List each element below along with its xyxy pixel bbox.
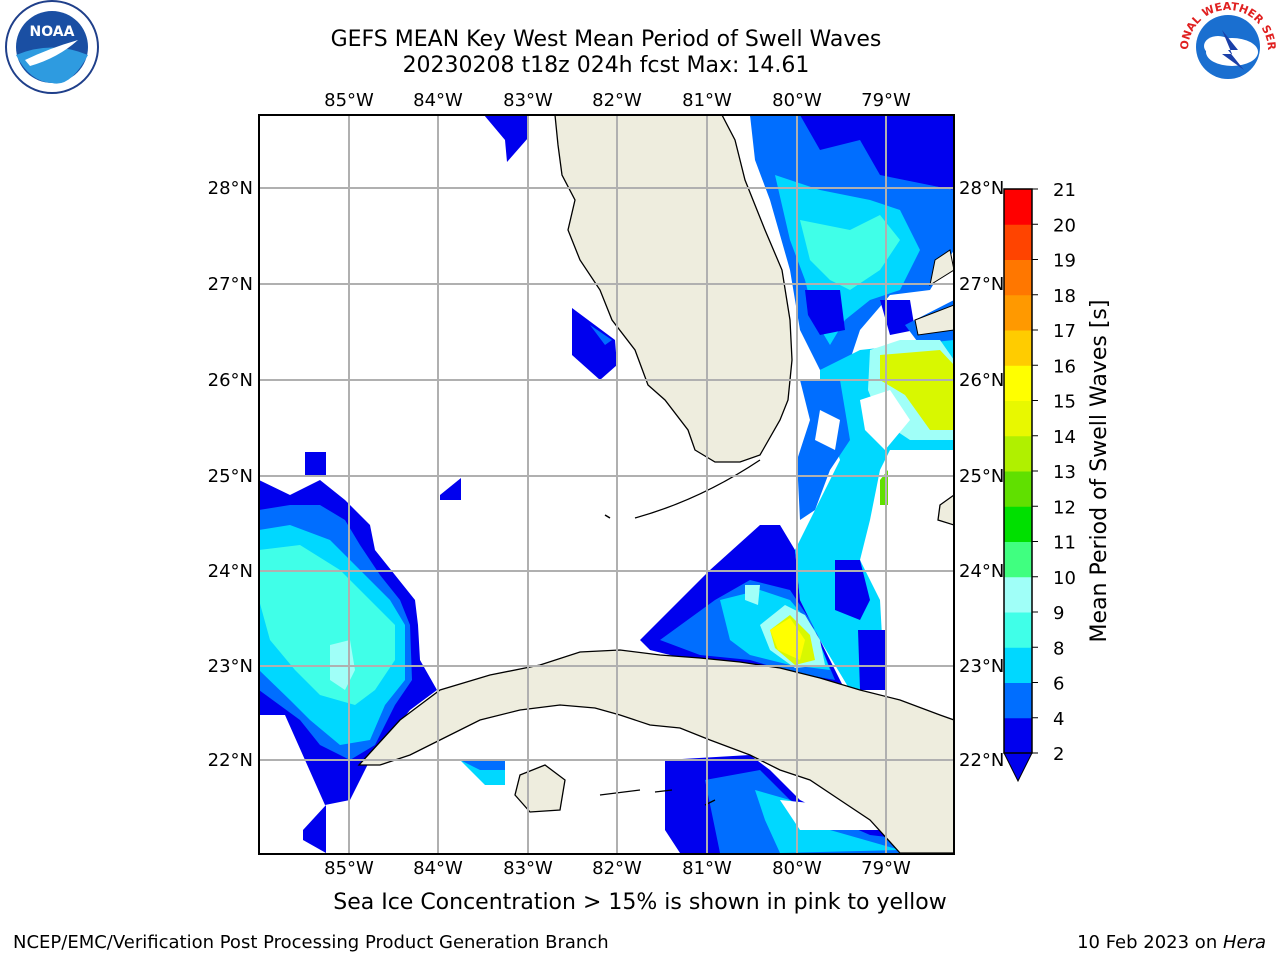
- lat-label: 26°N: [959, 370, 1004, 391]
- lon-label: 81°W: [682, 858, 732, 879]
- footer-branch: NCEP/EMC/Verification Post Processing Pr…: [13, 932, 609, 953]
- lon-labels-top: 85°W 84°W 83°W 82°W 81°W 80°W 79°W: [324, 90, 911, 111]
- map-title: GEFS MEAN Key West Mean Period of Swell …: [330, 27, 882, 52]
- lat-labels-left: 28°N 27°N 26°N 25°N 24°N 23°N 22°N: [208, 178, 253, 771]
- lat-label: 27°N: [959, 274, 1004, 295]
- lat-label: 26°N: [208, 370, 253, 391]
- colorbar-tick-label: 21: [1053, 180, 1076, 201]
- colorbar-label: Mean Period of Swell Waves [s]: [1087, 300, 1112, 643]
- colorbar-swatch: [1004, 365, 1032, 401]
- lon-label: 85°W: [324, 90, 374, 111]
- lat-labels-right: 28°N 27°N 26°N 25°N 24°N 23°N 22°N: [959, 178, 1004, 771]
- wave-period-field: [259, 115, 954, 853]
- lat-label: 24°N: [208, 561, 253, 582]
- colorbar: [1003, 188, 1033, 783]
- lon-label: 83°W: [503, 858, 553, 879]
- lat-label: 27°N: [208, 274, 253, 295]
- colorbar-ticks: 21 20 19 18 17 16 15 14 13 12 11 10 9 8 6 4 2: [1032, 180, 1076, 765]
- colorbar-swatch: [1004, 330, 1032, 366]
- lon-label: 82°W: [592, 90, 642, 111]
- nws-logo-icon: NATIONAL WEATHER SERVICE: [0, 0, 1278, 93]
- colorbar-tick-label: 19: [1053, 251, 1076, 272]
- colorbar-swatch: [1004, 717, 1032, 754]
- colorbar-tick-label: 2: [1053, 744, 1064, 765]
- colorbar-tick-label: 4: [1053, 709, 1064, 730]
- map-subtitle: 20230208 t18z 024h fcst Max: 14.61: [402, 53, 810, 78]
- colorbar-tick-label: 15: [1053, 392, 1076, 413]
- colorbar-swatch: [1004, 541, 1032, 578]
- colorbar-swatch: [1004, 647, 1032, 683]
- footer-host: Hera: [1222, 932, 1266, 953]
- lat-label: 28°N: [959, 178, 1004, 199]
- colorbar-tick-label: 11: [1053, 533, 1076, 554]
- lon-label: 80°W: [772, 858, 822, 879]
- lat-label: 22°N: [208, 750, 253, 771]
- lon-labels-bottom: 85°W 84°W 83°W 82°W 81°W 80°W 79°W: [324, 858, 911, 879]
- colorbar-swatch: [1004, 259, 1032, 296]
- colorbar-swatch: [1004, 612, 1032, 648]
- colorbar-tick-label: 13: [1053, 462, 1076, 483]
- lon-label: 79°W: [861, 858, 911, 879]
- svg-text:NATIONAL WEATHER SERVICE: NATIONAL WEATHER SERVICE: [0, 0, 1278, 51]
- colorbar-tick-label: 20: [1053, 215, 1076, 236]
- lon-label: 85°W: [324, 858, 374, 879]
- colorbar-swatch: [1004, 400, 1032, 437]
- colorbar-swatch: [1004, 189, 1032, 225]
- colorbar-tick-label: 9: [1053, 603, 1064, 624]
- lat-label: 25°N: [208, 466, 253, 487]
- colorbar-tick-label: 18: [1053, 286, 1076, 307]
- colorbar-tick-label: 10: [1053, 568, 1076, 589]
- colorbar-swatch: [1004, 506, 1032, 542]
- colorbar-tick-label: 8: [1053, 638, 1064, 659]
- colorbar-tick-label: 6: [1053, 674, 1064, 695]
- map-frame: [258, 114, 955, 855]
- lon-label: 82°W: [592, 858, 642, 879]
- sea-ice-note: Sea Ice Concentration > 15% is shown in …: [333, 890, 947, 915]
- colorbar-swatch: [1004, 294, 1032, 331]
- lat-label: 23°N: [208, 656, 253, 677]
- colorbar-tick-label: 14: [1053, 427, 1076, 448]
- lon-label: 80°W: [772, 90, 822, 111]
- footer-date-text: 10 Feb 2023 on: [1077, 932, 1223, 953]
- lat-label: 25°N: [959, 466, 1004, 487]
- colorbar-tick-label: 17: [1053, 321, 1076, 342]
- footer-date: 10 Feb 2023 on Hera: [1077, 932, 1266, 953]
- lon-label: 79°W: [861, 90, 911, 111]
- map-gridlines: [259, 115, 954, 854]
- colorbar-swatch: [1004, 576, 1032, 613]
- lon-label: 81°W: [682, 90, 732, 111]
- land-masses: [357, 115, 954, 854]
- colorbar-swatch: [1004, 435, 1032, 472]
- lon-label: 84°W: [413, 858, 463, 879]
- colorbar-tick-label: 12: [1053, 497, 1076, 518]
- lat-label: 23°N: [959, 656, 1004, 677]
- colorbar-extend-arrow: [1003, 752, 1033, 783]
- colorbar-tick-label: 16: [1053, 356, 1076, 377]
- lat-label: 28°N: [208, 178, 253, 199]
- noaa-logo-icon: NOAA: [5, 0, 99, 94]
- lon-label: 84°W: [413, 90, 463, 111]
- lat-label: 22°N: [959, 750, 1004, 771]
- colorbar-swatch: [1004, 471, 1032, 507]
- colorbar-swatch: [1004, 682, 1032, 719]
- svg-text:NOAA: NOAA: [30, 24, 75, 40]
- lat-label: 24°N: [959, 561, 1004, 582]
- lon-label: 83°W: [503, 90, 553, 111]
- colorbar-swatch: [1004, 224, 1032, 260]
